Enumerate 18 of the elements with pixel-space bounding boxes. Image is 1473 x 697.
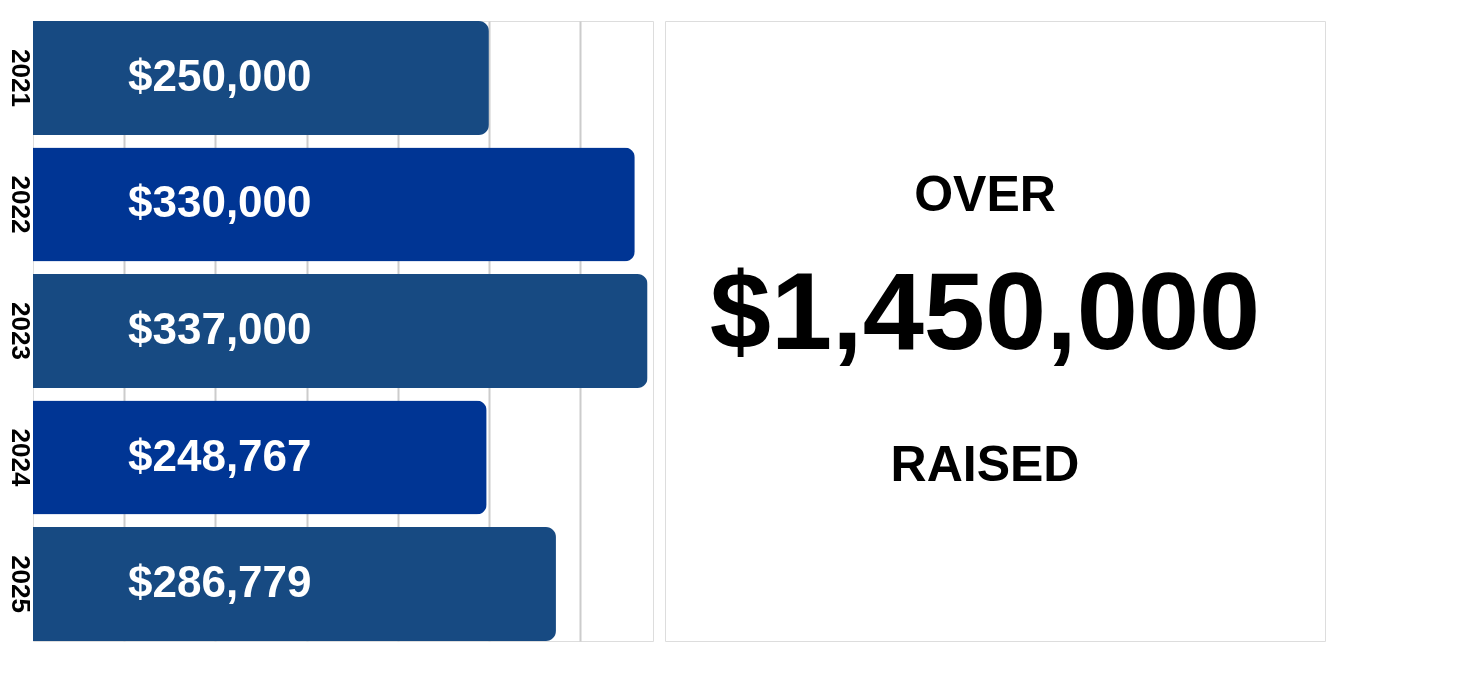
text: OVER [914, 166, 1056, 222]
bar [33, 147, 635, 262]
data-label: $248,767 [128, 430, 312, 480]
data-label: $286,779 [128, 557, 312, 607]
bar [33, 274, 648, 388]
data-label: $330,000 [128, 177, 312, 227]
y-tick-label: 2025 [5, 555, 36, 613]
bar [33, 527, 556, 641]
y-tick-label: 2024 [5, 428, 36, 487]
y-tick-label: 2023 [5, 302, 36, 360]
y-tick-label: 2021 [5, 49, 36, 107]
data-label: $250,000 [128, 50, 312, 100]
bar [33, 21, 489, 135]
data-label: $337,000 [128, 304, 312, 353]
text: $1,450,000 [709, 249, 1261, 372]
bar [33, 400, 487, 515]
y-tick-label: 2022 [5, 175, 36, 234]
text: RAISED [890, 436, 1080, 492]
